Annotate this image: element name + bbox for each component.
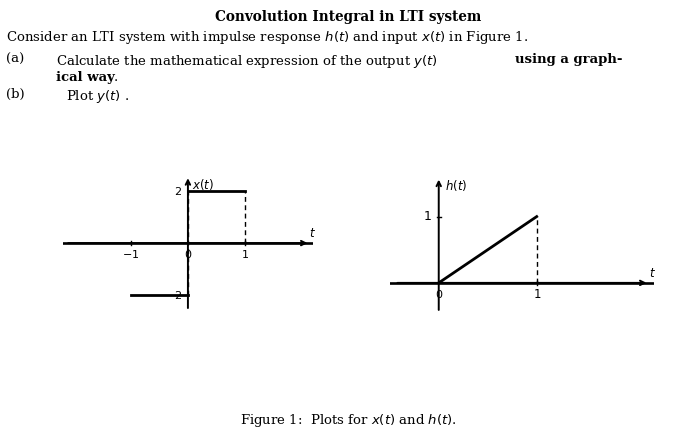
Text: (b): (b) bbox=[6, 88, 24, 101]
Text: $1$: $1$ bbox=[532, 288, 541, 301]
Text: ical way: ical way bbox=[56, 71, 115, 84]
Text: $t$: $t$ bbox=[308, 227, 315, 240]
Text: Calculate the mathematical expression of the output $y(t)$: Calculate the mathematical expression of… bbox=[56, 53, 438, 70]
Text: $1$: $1$ bbox=[423, 210, 432, 223]
Text: Convolution Integral in LTI system: Convolution Integral in LTI system bbox=[215, 10, 481, 24]
Text: $-2$: $-2$ bbox=[165, 289, 182, 301]
Text: $0$: $0$ bbox=[434, 288, 443, 300]
Text: $2$: $2$ bbox=[174, 185, 182, 197]
Text: Figure 1:  Plots for $x(t)$ and $h(t)$.: Figure 1: Plots for $x(t)$ and $h(t)$. bbox=[239, 412, 457, 429]
Text: $t$: $t$ bbox=[649, 267, 656, 280]
Text: $x(t)$: $x(t)$ bbox=[193, 177, 214, 192]
Text: .: . bbox=[113, 71, 118, 84]
Text: Plot $y(t)$ .: Plot $y(t)$ . bbox=[66, 88, 129, 105]
Text: $-1$: $-1$ bbox=[122, 248, 140, 260]
Text: Consider an LTI system with impulse response $h(t)$ and input $x(t)$ in Figure 1: Consider an LTI system with impulse resp… bbox=[6, 29, 528, 46]
Text: (a): (a) bbox=[6, 53, 24, 66]
Text: $1$: $1$ bbox=[241, 248, 249, 260]
Text: using a graph-: using a graph- bbox=[515, 53, 622, 66]
Text: $0$: $0$ bbox=[184, 248, 192, 260]
Text: $h(t)$: $h(t)$ bbox=[445, 178, 467, 193]
